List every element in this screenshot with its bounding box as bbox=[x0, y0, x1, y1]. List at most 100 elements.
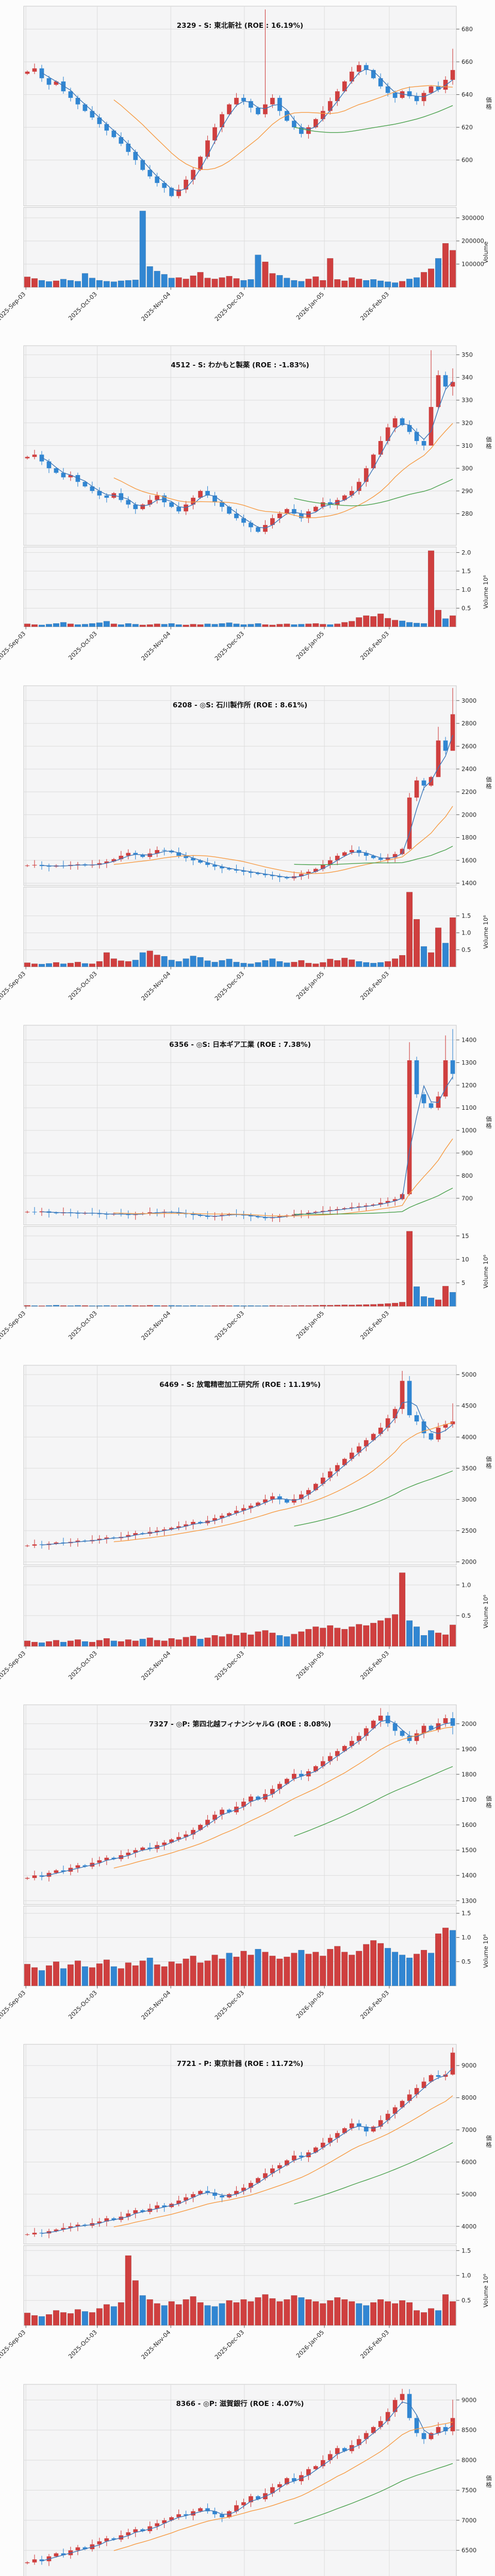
volume-bar bbox=[399, 281, 406, 287]
volume-bar bbox=[435, 1299, 442, 1307]
volume-bar bbox=[103, 281, 110, 287]
volume-bar bbox=[161, 274, 168, 287]
volume-bar bbox=[305, 1954, 312, 1986]
volume-bar bbox=[110, 958, 117, 967]
price-tick-label: 9000 bbox=[461, 2062, 476, 2070]
volume-bar bbox=[74, 1305, 81, 1307]
candle-body bbox=[184, 2197, 188, 2201]
volume-bar bbox=[363, 1304, 370, 1307]
candle-body bbox=[220, 1215, 224, 1216]
volume-bar bbox=[53, 1961, 59, 1986]
volume-bar bbox=[74, 281, 81, 287]
volume-bar bbox=[427, 1953, 435, 1986]
chart-canvas: 5000 4500 4000 3500 3000 2500 2000 0.5 1.0 価格 Volu… bbox=[0, 1359, 495, 1699]
volume-bar bbox=[96, 622, 103, 628]
candle-body bbox=[421, 441, 426, 446]
price-axis-label: 価格 bbox=[486, 2475, 492, 2488]
candle-body bbox=[335, 1209, 340, 1210]
candle-body bbox=[249, 1505, 253, 1508]
candle-body bbox=[428, 1433, 434, 1439]
candle-body bbox=[436, 2075, 441, 2077]
candle-body bbox=[169, 188, 174, 196]
candle-body bbox=[342, 1459, 347, 1465]
candle-body bbox=[249, 871, 253, 873]
candle-body bbox=[140, 854, 145, 857]
volume-bar bbox=[74, 624, 81, 628]
candle-body bbox=[198, 1215, 203, 1216]
candle-body bbox=[335, 2448, 340, 2454]
volume-bar bbox=[427, 2308, 435, 2326]
volume-bar bbox=[363, 1944, 370, 1986]
candle-body bbox=[61, 2553, 66, 2555]
candle-body bbox=[111, 130, 117, 138]
candle-body bbox=[147, 500, 153, 505]
candle-body bbox=[75, 97, 80, 105]
candle-body bbox=[443, 375, 448, 387]
volume-bar bbox=[110, 1640, 117, 1647]
price-tick-label: 2000 bbox=[461, 1558, 476, 1565]
candle-body bbox=[349, 1741, 354, 1746]
candle-body bbox=[443, 1060, 448, 1097]
volume-bar bbox=[38, 1642, 45, 1647]
candle-body bbox=[75, 2225, 80, 2227]
volume-bar bbox=[334, 2297, 341, 2326]
candle-body bbox=[126, 1535, 131, 1537]
candle-body bbox=[191, 498, 195, 505]
candle-body bbox=[227, 104, 232, 114]
volume-bar bbox=[24, 1305, 31, 1307]
candle-body bbox=[234, 2191, 239, 2195]
volume-bar bbox=[96, 280, 103, 287]
volume-tick-label: 1.5 bbox=[461, 912, 471, 919]
volume-bar bbox=[427, 268, 435, 287]
candle-body bbox=[126, 853, 131, 856]
candle-body bbox=[392, 1409, 398, 1418]
candle-body bbox=[97, 491, 102, 496]
volume-bar bbox=[341, 2299, 348, 2326]
volume-bar bbox=[45, 1641, 53, 1647]
candle-body bbox=[97, 2541, 102, 2545]
volume-bar bbox=[190, 275, 196, 287]
candle-body bbox=[126, 1852, 131, 1855]
volume-bar bbox=[377, 1303, 384, 1307]
candle-body bbox=[400, 418, 405, 426]
volume-bar bbox=[24, 277, 31, 287]
candle-body bbox=[140, 160, 145, 170]
stock-chart-7327: 2000 1900 1800 1700 1600 1500 1400 1300 0.5 1.0 1.… bbox=[0, 1698, 495, 2039]
volume-bar bbox=[146, 951, 153, 967]
volume-bar bbox=[89, 278, 95, 287]
volume-bar bbox=[204, 278, 211, 287]
volume-bar bbox=[255, 2297, 261, 2326]
candle-body bbox=[371, 454, 376, 469]
price-tick-label: 660 bbox=[461, 58, 473, 65]
candle-body bbox=[292, 121, 296, 128]
chart-title: 6469 - S: 放電精密加工研究所 (ROE : 11.19%) bbox=[159, 1380, 321, 1389]
volume-bar bbox=[370, 1622, 377, 1647]
candle-body bbox=[299, 514, 304, 519]
candle-body bbox=[32, 2559, 37, 2563]
volume-bar bbox=[442, 1634, 449, 1647]
price-axis-label: 価格 bbox=[486, 96, 492, 110]
candle-body bbox=[378, 1427, 383, 1434]
candle-body bbox=[400, 2101, 405, 2108]
ma-line-mid bbox=[113, 806, 453, 874]
candle-body bbox=[364, 1439, 369, 1447]
candle-body bbox=[299, 1773, 304, 1776]
candle-body bbox=[327, 860, 333, 865]
volume-bar bbox=[132, 1640, 139, 1647]
candle-body bbox=[169, 502, 174, 507]
volume-axis-label: Volume 10⁶ bbox=[482, 1594, 489, 1628]
ma-line-long bbox=[294, 479, 453, 506]
candle-body bbox=[443, 79, 448, 90]
volume-bar bbox=[226, 1953, 233, 1986]
volume-bar bbox=[38, 2316, 45, 2326]
candle-body bbox=[227, 868, 232, 870]
volume-bar bbox=[74, 961, 81, 967]
candle-body bbox=[414, 2418, 419, 2433]
price-tick-label: 3000 bbox=[461, 1496, 476, 1503]
candle-body bbox=[364, 65, 369, 70]
candle-body bbox=[176, 1837, 181, 1840]
volume-bar bbox=[45, 1965, 53, 1986]
ma-line-short bbox=[41, 2067, 453, 2234]
volume-tick-label: 1.0 bbox=[461, 586, 471, 594]
volume-bar bbox=[349, 2301, 355, 2326]
